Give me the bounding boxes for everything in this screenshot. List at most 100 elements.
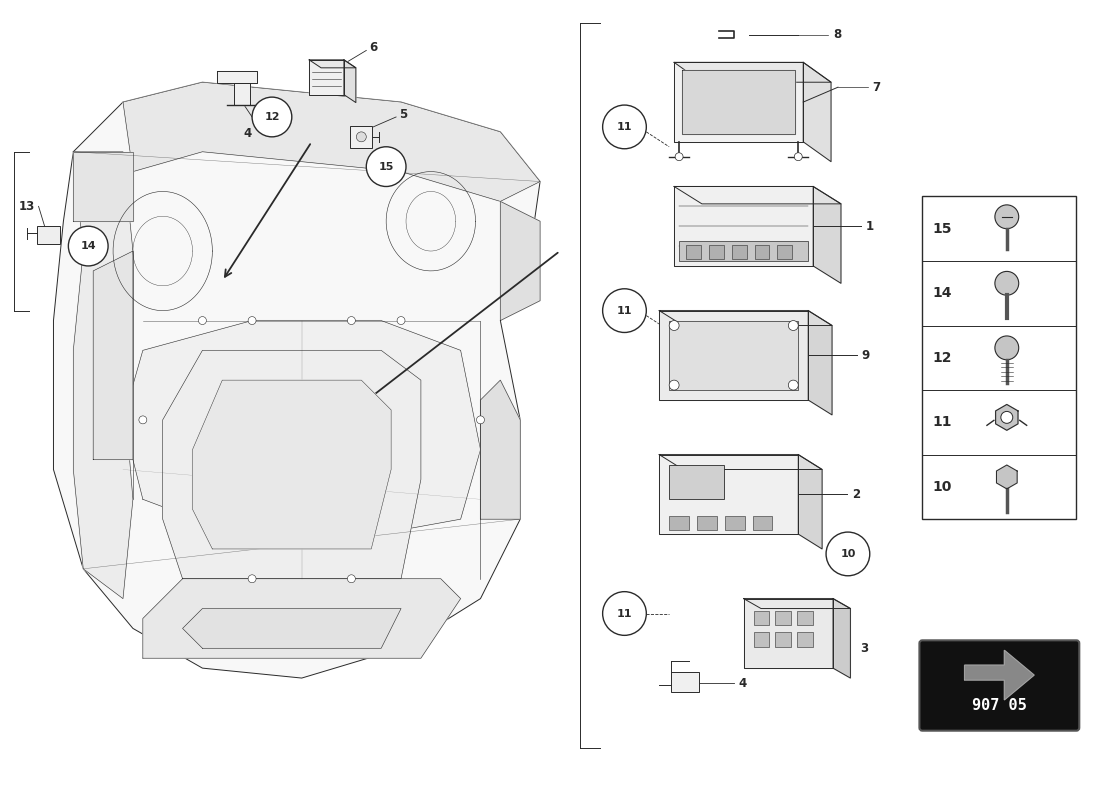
Text: 12: 12	[933, 350, 952, 365]
Text: 14: 14	[933, 286, 952, 300]
Bar	[669, 516, 689, 530]
Polygon shape	[344, 60, 356, 102]
Circle shape	[348, 574, 355, 582]
Polygon shape	[674, 186, 813, 266]
Polygon shape	[481, 380, 520, 519]
Circle shape	[669, 321, 679, 330]
Bar	[798, 632, 813, 647]
Circle shape	[366, 146, 406, 186]
Circle shape	[1001, 411, 1013, 423]
Circle shape	[789, 321, 799, 330]
Circle shape	[249, 317, 256, 325]
Polygon shape	[74, 152, 133, 598]
Polygon shape	[123, 321, 481, 539]
Circle shape	[603, 592, 647, 635]
Bar	[686, 245, 701, 259]
Polygon shape	[659, 454, 799, 534]
Bar	[351, 126, 372, 148]
Circle shape	[198, 317, 207, 325]
Text: 7: 7	[872, 81, 881, 94]
Text: 12: 12	[264, 112, 279, 122]
Bar	[671, 672, 698, 692]
Text: 2: 2	[851, 488, 860, 501]
Bar	[732, 245, 747, 259]
Polygon shape	[74, 152, 133, 222]
Text: 3: 3	[860, 642, 869, 654]
Circle shape	[476, 416, 484, 424]
Polygon shape	[674, 62, 803, 142]
Text: 907 05: 907 05	[972, 698, 1026, 714]
Circle shape	[994, 205, 1019, 229]
Text: 11: 11	[617, 609, 632, 618]
Bar	[798, 610, 813, 626]
Text: 11: 11	[933, 415, 952, 430]
Circle shape	[348, 317, 355, 325]
Polygon shape	[143, 578, 461, 658]
Polygon shape	[192, 380, 392, 549]
Text: 4: 4	[243, 127, 251, 140]
Polygon shape	[833, 598, 850, 678]
Polygon shape	[674, 62, 830, 82]
Circle shape	[603, 289, 647, 333]
Circle shape	[826, 532, 870, 576]
Polygon shape	[183, 609, 402, 648]
Polygon shape	[808, 310, 832, 415]
Polygon shape	[94, 251, 133, 459]
Bar	[776, 610, 791, 626]
Text: 15: 15	[933, 222, 952, 236]
Bar	[679, 241, 808, 261]
Bar	[725, 516, 745, 530]
Bar	[778, 245, 792, 259]
Circle shape	[794, 153, 802, 161]
Circle shape	[603, 105, 647, 149]
Text: 8: 8	[833, 28, 842, 41]
Bar	[708, 245, 724, 259]
Polygon shape	[997, 465, 1018, 489]
Circle shape	[669, 380, 679, 390]
Text: 10: 10	[933, 480, 952, 494]
Bar	[754, 632, 770, 647]
Polygon shape	[996, 405, 1018, 430]
Text: 4: 4	[739, 677, 747, 690]
Polygon shape	[659, 454, 822, 470]
Circle shape	[789, 380, 799, 390]
Circle shape	[356, 132, 366, 142]
Text: 11: 11	[617, 122, 632, 132]
Text: 1: 1	[866, 220, 873, 233]
Bar	[754, 610, 770, 626]
Polygon shape	[744, 598, 850, 609]
Polygon shape	[123, 82, 540, 202]
Text: 15: 15	[378, 162, 394, 172]
Circle shape	[68, 226, 108, 266]
Polygon shape	[659, 310, 832, 326]
Circle shape	[139, 416, 146, 424]
Polygon shape	[674, 186, 842, 204]
Text: 14: 14	[80, 241, 96, 251]
Polygon shape	[965, 650, 1034, 700]
Circle shape	[994, 271, 1019, 295]
Text: 13: 13	[19, 200, 35, 213]
Polygon shape	[218, 71, 257, 83]
FancyBboxPatch shape	[920, 640, 1079, 730]
Polygon shape	[163, 350, 421, 578]
Polygon shape	[309, 60, 344, 94]
Polygon shape	[813, 186, 842, 283]
Polygon shape	[309, 60, 356, 68]
Text: 5: 5	[399, 107, 407, 121]
Circle shape	[675, 153, 683, 161]
Circle shape	[397, 317, 405, 325]
Bar	[669, 321, 799, 390]
Text: 11: 11	[617, 306, 632, 316]
Bar	[923, 197, 1076, 519]
Text: 6: 6	[370, 41, 377, 54]
Polygon shape	[744, 598, 833, 668]
Polygon shape	[234, 83, 250, 105]
Circle shape	[252, 97, 292, 137]
Text: 9: 9	[861, 349, 870, 362]
Polygon shape	[682, 70, 795, 134]
Circle shape	[249, 574, 256, 582]
Bar	[697, 516, 717, 530]
Text: 10: 10	[840, 549, 856, 559]
Bar	[36, 226, 60, 244]
Polygon shape	[659, 310, 808, 400]
